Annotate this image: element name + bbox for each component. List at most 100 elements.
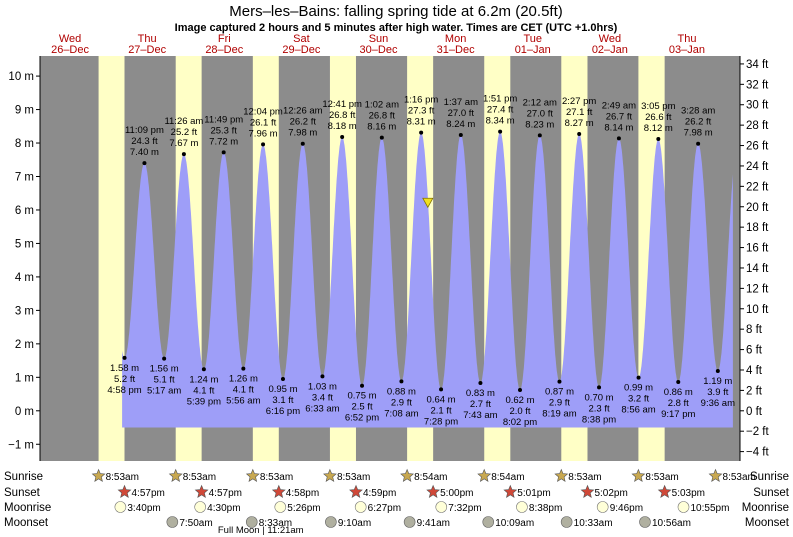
moonset-icon <box>245 516 258 528</box>
low-tide-meters: 0.86 m <box>664 387 693 398</box>
sunrise-time: 8:53am <box>568 472 601 483</box>
low-tide-feet: 2.3 ft <box>588 403 609 414</box>
low-tide-time: 5:56 am <box>226 396 260 407</box>
low-tide-meters: 0.75 m <box>347 391 376 402</box>
low-tide-point <box>320 374 325 379</box>
high-tide-meters: 8.31 m <box>407 117 436 128</box>
high-tide-feet: 26.8 ft <box>329 110 356 121</box>
sunrise-icon <box>554 468 569 482</box>
low-tide-point <box>715 368 720 373</box>
moonrise-label-right: Moonrise <box>742 502 789 514</box>
high-tide-feet: 27.3 ft <box>408 106 435 117</box>
y-tick-label-left: 4 m <box>15 272 34 284</box>
sunrise-icon <box>245 468 260 482</box>
sunset-icon <box>117 484 132 498</box>
high-tide-time: 11:26 am <box>164 116 203 127</box>
sunrise-time: 8:53am <box>183 472 216 483</box>
moonset-icon <box>639 516 651 528</box>
high-tide-meters: 8.14 m <box>604 122 633 133</box>
tide-area <box>122 131 733 428</box>
moonrise-label-left: Moonrise <box>4 502 51 514</box>
high-tide-point <box>142 161 147 166</box>
low-tide-meters: 0.64 m <box>427 394 456 405</box>
low-tide-meters: 0.99 m <box>624 383 653 394</box>
day-name: Fri <box>218 33 231 45</box>
y-tick-label-right: 8 ft <box>746 324 763 336</box>
high-tide-time: 2:12 am <box>523 97 557 108</box>
low-tide-point <box>557 379 562 384</box>
y-tick-label-right: 14 ft <box>746 263 769 275</box>
low-tide-time: 4:58 pm <box>107 385 141 396</box>
high-tide-feet: 26.6 ft <box>645 112 672 123</box>
moonrise-time: 9:46pm <box>610 503 643 514</box>
y-tick-label-right: 22 ft <box>746 181 769 193</box>
day-date: 01–Jan <box>515 44 551 56</box>
high-tide-meters: 7.96 m <box>249 128 278 139</box>
astronomy-rows: Sunrise Sunrise Sunset Sunset Moonrise Moonri… <box>4 468 790 536</box>
sunrise-time: 8:53am <box>723 472 756 483</box>
high-tide-meters: 8.12 m <box>644 123 673 134</box>
low-tide-point <box>439 387 444 392</box>
moonrise-time: 7:32pm <box>448 503 481 514</box>
moonrise-icon <box>677 501 690 513</box>
daylight-band <box>98 56 125 461</box>
y-tick-label-right: 18 ft <box>746 222 769 234</box>
high-tide-point <box>577 131 582 136</box>
day-name: Sun <box>369 33 389 45</box>
low-tide-meters: 0.87 m <box>545 387 574 398</box>
low-tide-feet: 3.9 ft <box>707 387 728 398</box>
y-tick-label-right: 24 ft <box>746 161 769 173</box>
low-tide-meters: 0.95 m <box>268 384 297 395</box>
sunrise-time: 8:53am <box>337 472 370 483</box>
day-name: Wed <box>59 33 81 45</box>
y-tick-label-right: 4 ft <box>746 365 763 377</box>
y-tick-label-right: 6 ft <box>746 345 763 357</box>
low-tide-feet: 2.7 ft <box>470 399 491 410</box>
y-tick-label-right: 0 ft <box>746 406 763 418</box>
low-tide-point <box>676 380 681 385</box>
high-tide-time: 2:49 am <box>602 100 636 111</box>
low-tide-point <box>280 376 285 381</box>
y-tick-label-right: 32 ft <box>746 79 769 91</box>
y-axis-right: 34 ft 32 ft 30 ft 28 ft 26 ft 24 ft 22 ft 20 ft… <box>740 59 770 459</box>
day-name: Tue <box>523 33 542 45</box>
high-tide-feet: 26.1 ft <box>250 117 277 128</box>
low-tide-feet: 4.1 ft <box>193 385 214 396</box>
low-tide-time: 8:19 am <box>542 409 576 420</box>
day-date: 03–Jan <box>669 44 705 56</box>
moonrise-icon <box>435 501 448 513</box>
low-tide-feet: 3.4 ft <box>312 392 333 403</box>
high-tide-feet: 27.4 ft <box>487 105 514 116</box>
moonset-icon <box>403 516 416 528</box>
day-name: Mon <box>445 33 466 45</box>
y-tick-label-right: 10 ft <box>746 304 769 316</box>
low-tide-point <box>518 388 523 393</box>
moonrise-icon <box>596 501 609 513</box>
low-tide-feet: 2.9 ft <box>391 397 412 408</box>
high-tide-point <box>221 150 226 155</box>
low-tide-point <box>122 355 127 360</box>
low-tide-meters: 1.58 m <box>110 363 139 374</box>
sunrise-icon <box>708 468 723 482</box>
high-tide-point <box>379 135 384 140</box>
high-tide-meters: 7.98 m <box>288 128 317 139</box>
day-date: 31–Dec <box>437 44 475 56</box>
high-tide-meters: 7.98 m <box>684 128 713 139</box>
high-tide-meters: 8.18 m <box>328 121 357 132</box>
sunset-time: 4:57pm <box>132 488 165 499</box>
high-tide-feet: 26.7 ft <box>606 111 633 122</box>
y-tick-label-left: 1 m <box>15 372 34 384</box>
low-tide-meters: 0.70 m <box>585 392 614 403</box>
moonrise-icon <box>194 501 206 513</box>
y-tick-label-right: 26 ft <box>746 141 769 153</box>
y-tick-label-right: 12 ft <box>746 283 769 295</box>
sunrise-icon <box>631 468 646 482</box>
high-tide-feet: 26.8 ft <box>369 111 396 122</box>
sunrise-icon <box>91 468 106 482</box>
sunrise-time: 8:54am <box>491 472 524 483</box>
moonset-icon <box>325 516 337 528</box>
low-tide-feet: 4.1 ft <box>233 385 254 396</box>
high-tide-meters: 7.72 m <box>209 136 238 147</box>
low-tide-time: 7:28 pm <box>424 416 458 427</box>
